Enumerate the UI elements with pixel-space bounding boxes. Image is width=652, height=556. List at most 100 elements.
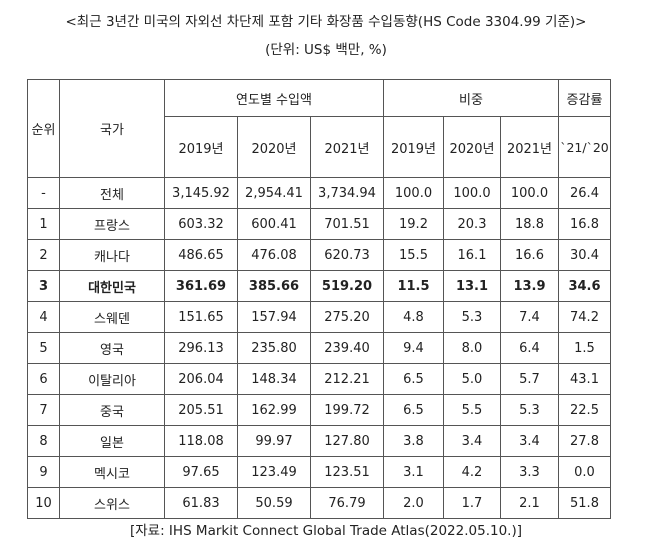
change-cell: 34.6 — [558, 270, 611, 302]
country-cell: 이탈리아 — [59, 363, 165, 395]
share-2019-cell: 19.2 — [383, 208, 444, 240]
rank-cell: 3 — [27, 270, 60, 302]
imports-2019-cell: 296.13 — [164, 332, 238, 364]
share-2020-cell: 1.7 — [443, 487, 501, 519]
imports-2019-cell: 3,145.92 — [164, 177, 238, 209]
table-row: 4 스웨덴 151.65 157.94 275.20 4.8 5.3 7.4 74.2 — [27, 301, 611, 333]
share-2020-cell: 5.0 — [443, 363, 501, 395]
table-row: 7 중국 205.51 162.99 199.72 6.5 5.5 5.3 22.5 — [27, 394, 611, 426]
imports-2020-cell: 162.99 — [237, 394, 311, 426]
table-row: 6 이탈리아 206.04 148.34 212.21 6.5 5.0 5.7 43.1 — [27, 363, 611, 395]
share-2020-cell: 16.1 — [443, 239, 501, 271]
share-2019-cell: 11.5 — [383, 270, 444, 302]
header-row-1: 순위 국가 연도별 수입액 비중 증감률 — [27, 79, 611, 178]
change-cell: 1.5 — [558, 332, 611, 364]
imports-2020-cell: 157.94 — [237, 301, 311, 333]
rank-cell: 9 — [27, 456, 60, 488]
share-2021-cell: 5.7 — [500, 363, 559, 395]
imports-2020-cell: 148.34 — [237, 363, 311, 395]
rank-cell: 1 — [27, 208, 60, 240]
change-cell: 22.5 — [558, 394, 611, 426]
imports-2021-cell: 519.20 — [310, 270, 384, 302]
table-title: <최근 3년간 미국의 자외선 차단제 포함 기타 화장품 수입동향(HS Co… — [65, 14, 587, 30]
change-cell: 74.2 — [558, 301, 611, 333]
share-2020-cell: 13.1 — [443, 270, 501, 302]
share-2021-cell: 7.4 — [500, 301, 559, 333]
table-row: - 전체 3,145.92 2,954.41 3,734.94 100.0 100.0 100… — [27, 177, 611, 209]
country-cell: 대한민국 — [59, 270, 165, 302]
share-2021-cell: 3.3 — [500, 456, 559, 488]
imports-table: 순위 국가 연도별 수입액 비중 증감률 2019년 2020년 2021년 2… — [27, 79, 611, 519]
share-2021-cell: 13.9 — [500, 270, 559, 302]
header-row-2: 2019년 2020년 2021년 2019년 2020년 2021년 `21/… — [28, 116, 611, 178]
rank-cell: 6 — [27, 363, 60, 395]
country-cell: 캐나다 — [59, 239, 165, 271]
imports-2020-cell: 235.80 — [237, 332, 311, 364]
imports-2020-cell: 2,954.41 — [237, 177, 311, 209]
imports-2021-cell: 620.73 — [310, 239, 384, 271]
imports-2020-cell: 50.59 — [237, 487, 311, 519]
share-2021-cell: 5.3 — [500, 394, 559, 426]
share-2020-cell: 4.2 — [443, 456, 501, 488]
imports-2019-cell: 61.83 — [164, 487, 238, 519]
rank-cell: 4 — [27, 301, 60, 333]
country-cell: 멕시코 — [59, 456, 165, 488]
imports-group-header: 연도별 수입액 — [164, 79, 384, 117]
share-2019-cell: 15.5 — [383, 239, 444, 271]
country-cell: 영국 — [59, 332, 165, 364]
country-cell: 프랑스 — [59, 208, 165, 240]
imports-2021-cell: 3,734.94 — [310, 177, 384, 209]
imports-2020-cell: 99.97 — [237, 425, 311, 457]
imports-2021-cell: 701.51 — [310, 208, 384, 240]
share-2019-cell: 9.4 — [383, 332, 444, 364]
change-cell: 30.4 — [558, 239, 611, 271]
share-group-header: 비중 — [383, 79, 559, 117]
imports-2020-cell: 123.49 — [237, 456, 311, 488]
rank-cell: 10 — [27, 487, 60, 519]
change-cell: 43.1 — [558, 363, 611, 395]
imports-2021-cell: 199.72 — [310, 394, 384, 426]
share-2020-cell: 5.3 — [443, 301, 501, 333]
share-2020-cell: 20.3 — [443, 208, 501, 240]
change-cell: 0.0 — [558, 456, 611, 488]
share-2021-cell: 2.1 — [500, 487, 559, 519]
imports-2019-cell: 97.65 — [164, 456, 238, 488]
share-2021-cell: 16.6 — [500, 239, 559, 271]
imports-year-2019-header: 2019년 — [164, 116, 238, 178]
share-2019-cell: 100.0 — [383, 177, 444, 209]
share-2020-cell: 5.5 — [443, 394, 501, 426]
country-cell: 전체 — [59, 177, 165, 209]
share-2019-cell: 6.5 — [383, 394, 444, 426]
share-2019-cell: 2.0 — [383, 487, 444, 519]
table-row: 3 대한민국 361.69 385.66 519.20 11.5 13.1 13.9 34.6 — [27, 270, 611, 302]
imports-2021-cell: 275.20 — [310, 301, 384, 333]
country-cell: 일본 — [59, 425, 165, 457]
change-cell: 27.8 — [558, 425, 611, 457]
share-2021-cell: 3.4 — [500, 425, 559, 457]
share-year-2021-header: 2021년 — [500, 116, 559, 178]
imports-2020-cell: 600.41 — [237, 208, 311, 240]
imports-2019-cell: 118.08 — [164, 425, 238, 457]
share-2019-cell: 4.8 — [383, 301, 444, 333]
change-cell: 26.4 — [558, 177, 611, 209]
share-2019-cell: 6.5 — [383, 363, 444, 395]
imports-year-2021-header: 2021년 — [310, 116, 384, 178]
unit-note: (단위: US$ 백만, %) — [265, 42, 387, 58]
table-row: 9 멕시코 97.65 123.49 123.51 3.1 4.2 3.3 0.0 — [27, 456, 611, 488]
share-2021-cell: 100.0 — [500, 177, 559, 209]
rank-cell: 8 — [27, 425, 60, 457]
source-note: [자료: IHS Markit Connect Global Trade Atl… — [129, 523, 523, 539]
country-header: 국가 — [59, 79, 165, 178]
imports-2021-cell: 212.21 — [310, 363, 384, 395]
table-row: 1 프랑스 603.32 600.41 701.51 19.2 20.3 18.8 16.8 — [27, 208, 611, 240]
rank-cell: 2 — [27, 239, 60, 271]
imports-2019-cell: 361.69 — [164, 270, 238, 302]
country-cell: 스위스 — [59, 487, 165, 519]
change-period-header: `21/`20 — [558, 116, 611, 178]
table-row: 10 스위스 61.83 50.59 76.79 2.0 1.7 2.1 51.8 — [27, 487, 611, 519]
country-cell: 중국 — [59, 394, 165, 426]
imports-2021-cell: 127.80 — [310, 425, 384, 457]
table-row: 8 일본 118.08 99.97 127.80 3.8 3.4 3.4 27.8 — [27, 425, 611, 457]
share-2020-cell: 3.4 — [443, 425, 501, 457]
country-cell: 스웨덴 — [59, 301, 165, 333]
